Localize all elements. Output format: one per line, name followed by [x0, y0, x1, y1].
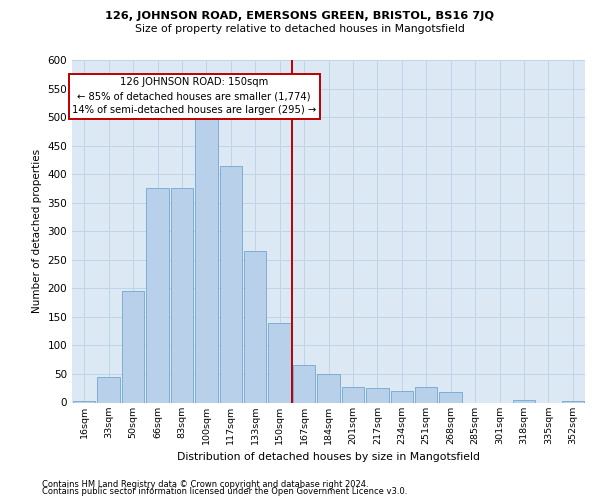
Bar: [439, 392, 462, 402]
Bar: [97, 377, 120, 402]
X-axis label: Distribution of detached houses by size in Mangotsfield: Distribution of detached houses by size …: [177, 452, 480, 462]
Y-axis label: Number of detached properties: Number of detached properties: [32, 149, 42, 314]
Bar: [146, 188, 169, 402]
Text: 126 JOHNSON ROAD: 150sqm
← 85% of detached houses are smaller (1,774)
14% of sem: 126 JOHNSON ROAD: 150sqm ← 85% of detach…: [72, 77, 316, 115]
Bar: [391, 391, 413, 402]
Bar: [268, 322, 291, 402]
Bar: [244, 251, 266, 402]
Bar: [415, 386, 437, 402]
Bar: [170, 188, 193, 402]
Text: Size of property relative to detached houses in Mangotsfield: Size of property relative to detached ho…: [135, 24, 465, 34]
Bar: [512, 400, 535, 402]
Text: Contains public sector information licensed under the Open Government Licence v3: Contains public sector information licen…: [42, 487, 407, 496]
Bar: [220, 166, 242, 402]
Bar: [341, 386, 364, 402]
Bar: [317, 374, 340, 402]
Bar: [122, 291, 145, 403]
Bar: [73, 401, 95, 402]
Text: Contains HM Land Registry data © Crown copyright and database right 2024.: Contains HM Land Registry data © Crown c…: [42, 480, 368, 489]
Bar: [366, 388, 389, 402]
Text: 126, JOHNSON ROAD, EMERSONS GREEN, BRISTOL, BS16 7JQ: 126, JOHNSON ROAD, EMERSONS GREEN, BRIST…: [106, 11, 494, 21]
Bar: [293, 366, 316, 403]
Bar: [195, 112, 218, 403]
Bar: [562, 401, 584, 402]
